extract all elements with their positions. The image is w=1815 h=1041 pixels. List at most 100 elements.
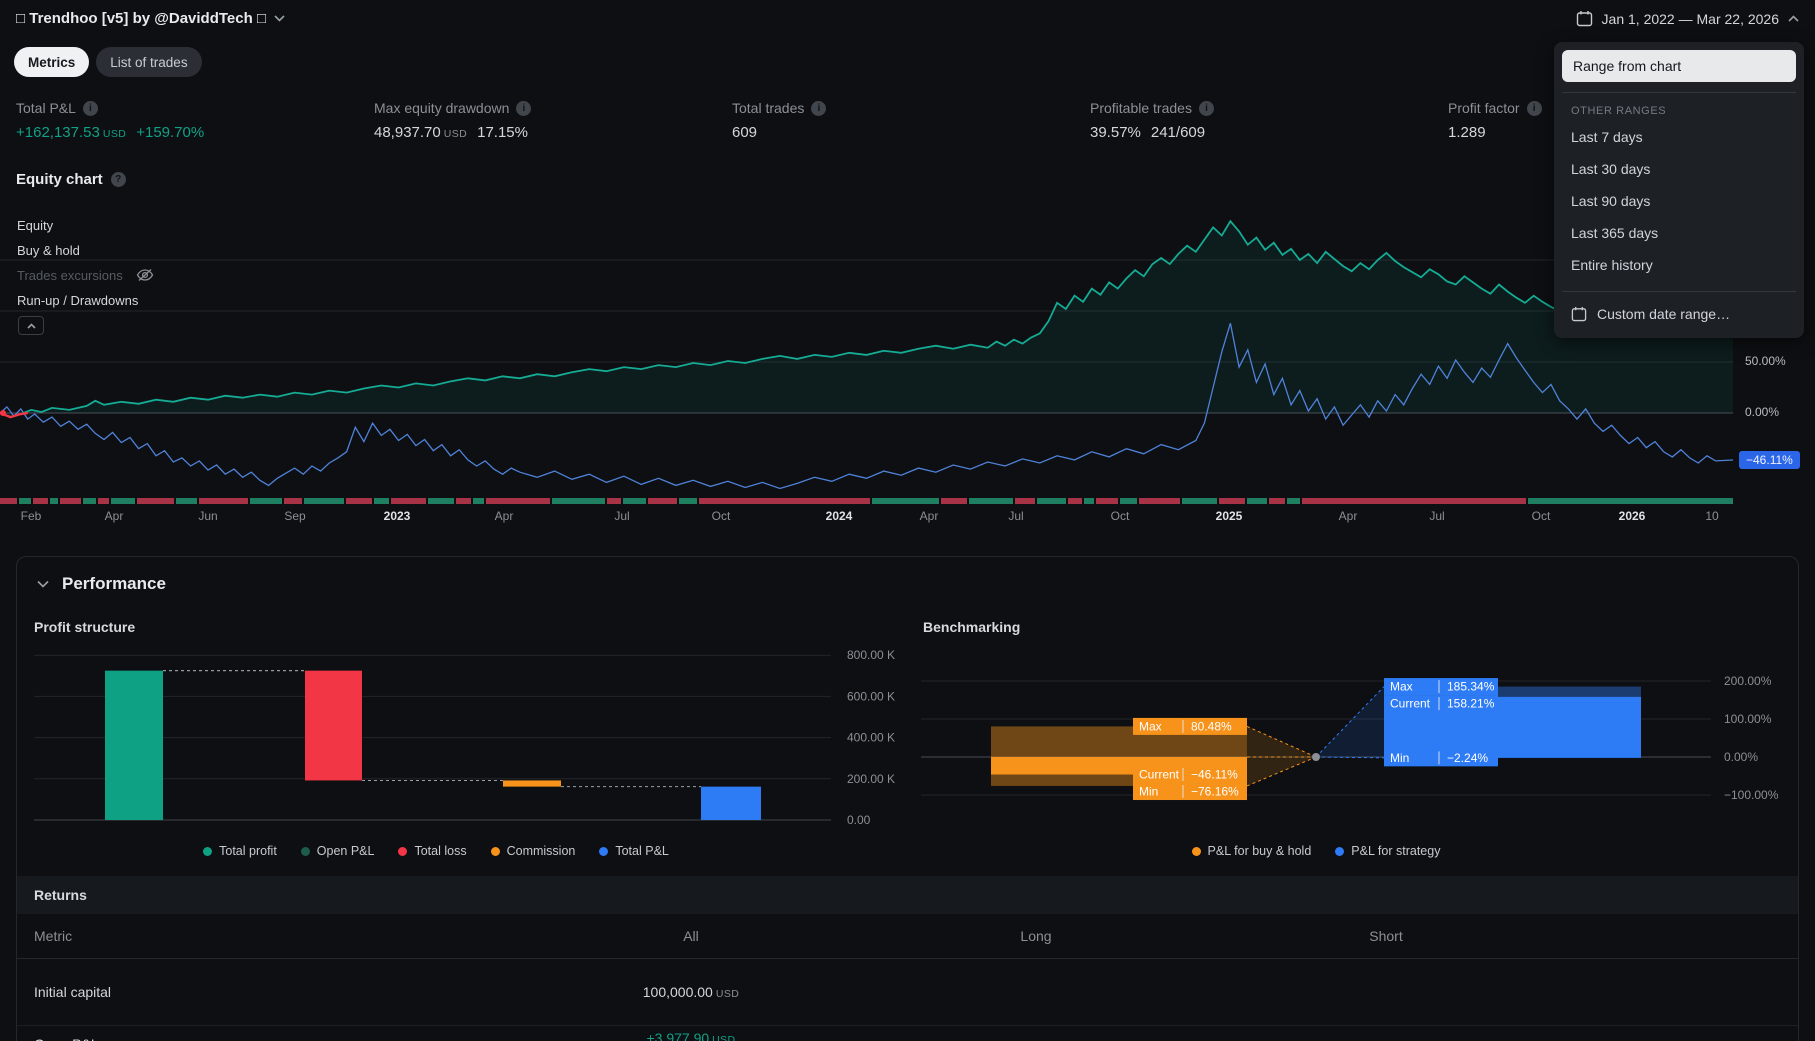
info-icon[interactable]: i xyxy=(82,100,98,116)
help-icon[interactable]: ? xyxy=(110,172,126,187)
menu-item-range-from-chart[interactable]: Range from chart xyxy=(1562,50,1796,82)
x-axis-label: Feb xyxy=(20,509,42,523)
x-axis-label: Oct xyxy=(711,509,731,523)
menu-item-last-7-days[interactable]: Last 7 days xyxy=(1571,129,1643,145)
trade-marker-segment xyxy=(374,498,390,504)
menu-item-entire-history[interactable]: Entire history xyxy=(1571,257,1653,273)
trade-marker-segment xyxy=(1302,498,1526,504)
legend-label: P&L for strategy xyxy=(1351,844,1441,858)
collapse-chart-button[interactable] xyxy=(18,316,44,335)
benchmarking-legend: P&L for buy & hold P&L for strategy xyxy=(921,844,1711,858)
legend-item-buy-hold[interactable]: Buy & hold xyxy=(14,240,83,260)
row-metric-label: Initial capital xyxy=(34,984,112,1000)
value-box-min: Min −2.24% xyxy=(1384,749,1498,767)
date-range-button[interactable]: Jan 1, 2022 — Mar 22, 2026 xyxy=(1576,10,1799,27)
trade-marker-segment xyxy=(0,498,18,504)
legend-label: Equity xyxy=(14,216,57,234)
performance-section-header[interactable]: Performance xyxy=(37,574,166,594)
menu-item-last-30-days[interactable]: Last 30 days xyxy=(1571,161,1651,177)
legend-open-p-l[interactable]: Open P&L xyxy=(300,844,374,858)
info-icon[interactable]: i xyxy=(811,100,827,116)
metric-total-trades: Total trades i 609 xyxy=(732,100,1090,141)
trade-marker-segment xyxy=(1015,498,1036,504)
column-header-long: Long xyxy=(1020,928,1052,944)
buy-hold-convergence xyxy=(1247,726,1316,786)
calendar-icon xyxy=(1576,11,1592,27)
metric-value-main: 39.57% xyxy=(1090,124,1141,141)
row-value-all: 100,000.00 USD xyxy=(521,984,861,1000)
value-box-bg xyxy=(1384,678,1498,696)
tab-list-of-trades[interactable]: List of trades xyxy=(96,47,202,77)
info-icon[interactable]: i xyxy=(516,100,532,116)
legend-label: Total P&L xyxy=(615,844,669,858)
value-box-bg xyxy=(1133,783,1247,801)
row-value-all: +3,977.90 USD xyxy=(521,1030,861,1041)
trade-marker-segment xyxy=(486,498,551,504)
legend-p&l-for-strategy[interactable]: P&L for strategy xyxy=(1335,844,1440,858)
row-value-unit: USD xyxy=(715,988,740,1000)
trade-marker-segment xyxy=(969,498,1014,504)
profit-structure-legend: Total profit Open P&L Total loss Commission… xyxy=(31,844,841,858)
legend-label: Total profit xyxy=(219,844,277,858)
legend-p&l-for-buy-&-hold[interactable]: P&L for buy & hold xyxy=(1191,844,1312,858)
menu-group-label: OTHER RANGES xyxy=(1571,105,1667,117)
metric-value-main: 1.289 xyxy=(1448,124,1486,141)
trade-markers-strip xyxy=(0,498,1733,504)
value-box-label: Min xyxy=(1390,751,1409,765)
trade-marker-segment xyxy=(33,498,48,504)
menu-item-last-365-days[interactable]: Last 365 days xyxy=(1571,225,1659,241)
metric-max-equity-drawdown: Max equity drawdown i 48,937.70 USD 17.15% xyxy=(374,100,732,141)
returns-section-label: Returns xyxy=(17,876,1798,914)
trade-marker-segment xyxy=(941,498,968,504)
legend-item-equity[interactable]: Equity xyxy=(14,215,57,235)
equity-area-fill xyxy=(0,221,1733,418)
metric-value-extra: +159.70% xyxy=(136,124,205,141)
equity-chart-heading: Equity chart ? xyxy=(16,171,126,188)
bar-total-loss xyxy=(305,670,362,781)
info-icon[interactable]: i xyxy=(1526,100,1542,116)
trade-marker-segment xyxy=(250,498,283,504)
date-range-menu: Range from chart OTHER RANGES Last 7 day… xyxy=(1554,42,1804,338)
trade-marker-segment xyxy=(176,498,197,504)
legend-total-p-l[interactable]: Total P&L xyxy=(599,844,669,858)
menu-item-last-90-days[interactable]: Last 90 days xyxy=(1571,193,1651,209)
trade-marker-segment xyxy=(648,498,678,504)
trade-marker-segment xyxy=(1527,498,1733,504)
legend-label: P&L for buy & hold xyxy=(1207,844,1312,858)
tab-bar: Metrics List of trades xyxy=(14,47,202,77)
menu-item-custom-date-range[interactable]: Custom date range… xyxy=(1560,296,1798,332)
trade-marker-segment xyxy=(1037,498,1067,504)
bar-total-p-l xyxy=(701,786,761,820)
calendar-icon xyxy=(1571,306,1587,322)
legend-item-trades-excursions[interactable]: Trades excursions xyxy=(14,265,154,285)
column-header-metric: Metric xyxy=(34,928,73,944)
trade-marker-segment xyxy=(872,498,940,504)
info-icon[interactable]: i xyxy=(1198,100,1214,116)
metric-label-text: Max equity drawdown xyxy=(374,100,510,116)
value-box-label: Min xyxy=(1139,785,1158,799)
legend-dot xyxy=(599,846,609,856)
bar-total-profit xyxy=(105,670,163,820)
value-box-label: Max xyxy=(1390,680,1413,694)
x-axis-label: 10 xyxy=(1705,509,1719,523)
benchmarking-title: Benchmarking xyxy=(923,619,1021,635)
legend-total-profit[interactable]: Total profit xyxy=(203,844,277,858)
x-axis-label: 2023 xyxy=(383,509,411,523)
legend-dot xyxy=(1191,846,1201,856)
trade-marker-segment xyxy=(82,498,96,504)
legend-item-run-up-drawdowns[interactable]: Run-up / Drawdowns xyxy=(14,290,142,310)
x-axis-label: Oct xyxy=(1110,509,1130,523)
equity-chart-plot[interactable] xyxy=(0,210,1733,506)
trade-marker-segment xyxy=(303,498,345,504)
legend-commission[interactable]: Commission xyxy=(490,844,575,858)
buy-hold-line xyxy=(0,323,1733,490)
trade-marker-segment xyxy=(427,498,455,504)
equity-line xyxy=(0,219,1733,419)
strategy-selector[interactable]: □ Trendhoo [v5] by @DaviddTech □ xyxy=(16,10,285,27)
tab-metrics[interactable]: Metrics xyxy=(14,47,90,77)
legend-total-loss[interactable]: Total loss xyxy=(398,844,467,858)
metric-label-text: Total trades xyxy=(732,100,805,116)
value-box-value: −76.16% xyxy=(1191,785,1239,799)
